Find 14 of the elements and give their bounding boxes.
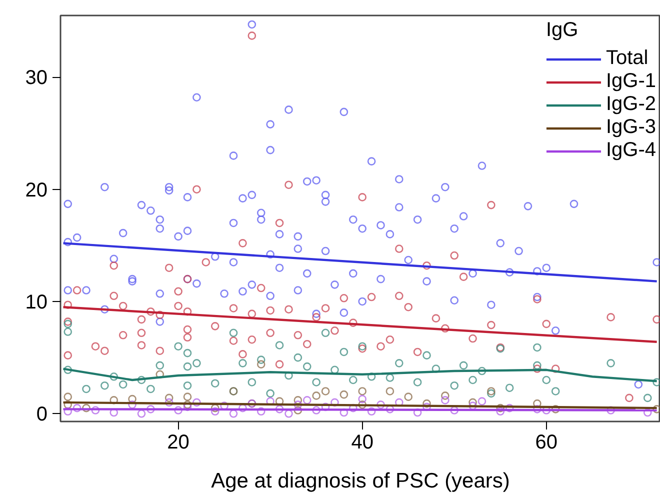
y-tick-label: 10 <box>25 291 48 314</box>
legend-label: IgG-4 <box>606 139 656 162</box>
y-tick-label: 0 <box>36 404 48 426</box>
x-tick-label: 40 <box>351 432 374 454</box>
legend-label: IgG-2 <box>606 93 656 116</box>
y-tick-label: 30 <box>25 67 48 90</box>
legend-label: IgG-1 <box>606 70 656 93</box>
legend-title: IgG <box>546 19 580 42</box>
x-tick-label: 20 <box>167 432 190 454</box>
x-axis-title: Age at diagnosis of PSC (years) <box>211 470 510 492</box>
x-tick-label: 60 <box>535 432 558 454</box>
y-tick-label: 20 <box>25 179 48 202</box>
legend-label: IgG-3 <box>606 116 656 139</box>
legend-label: Total <box>606 47 648 70</box>
